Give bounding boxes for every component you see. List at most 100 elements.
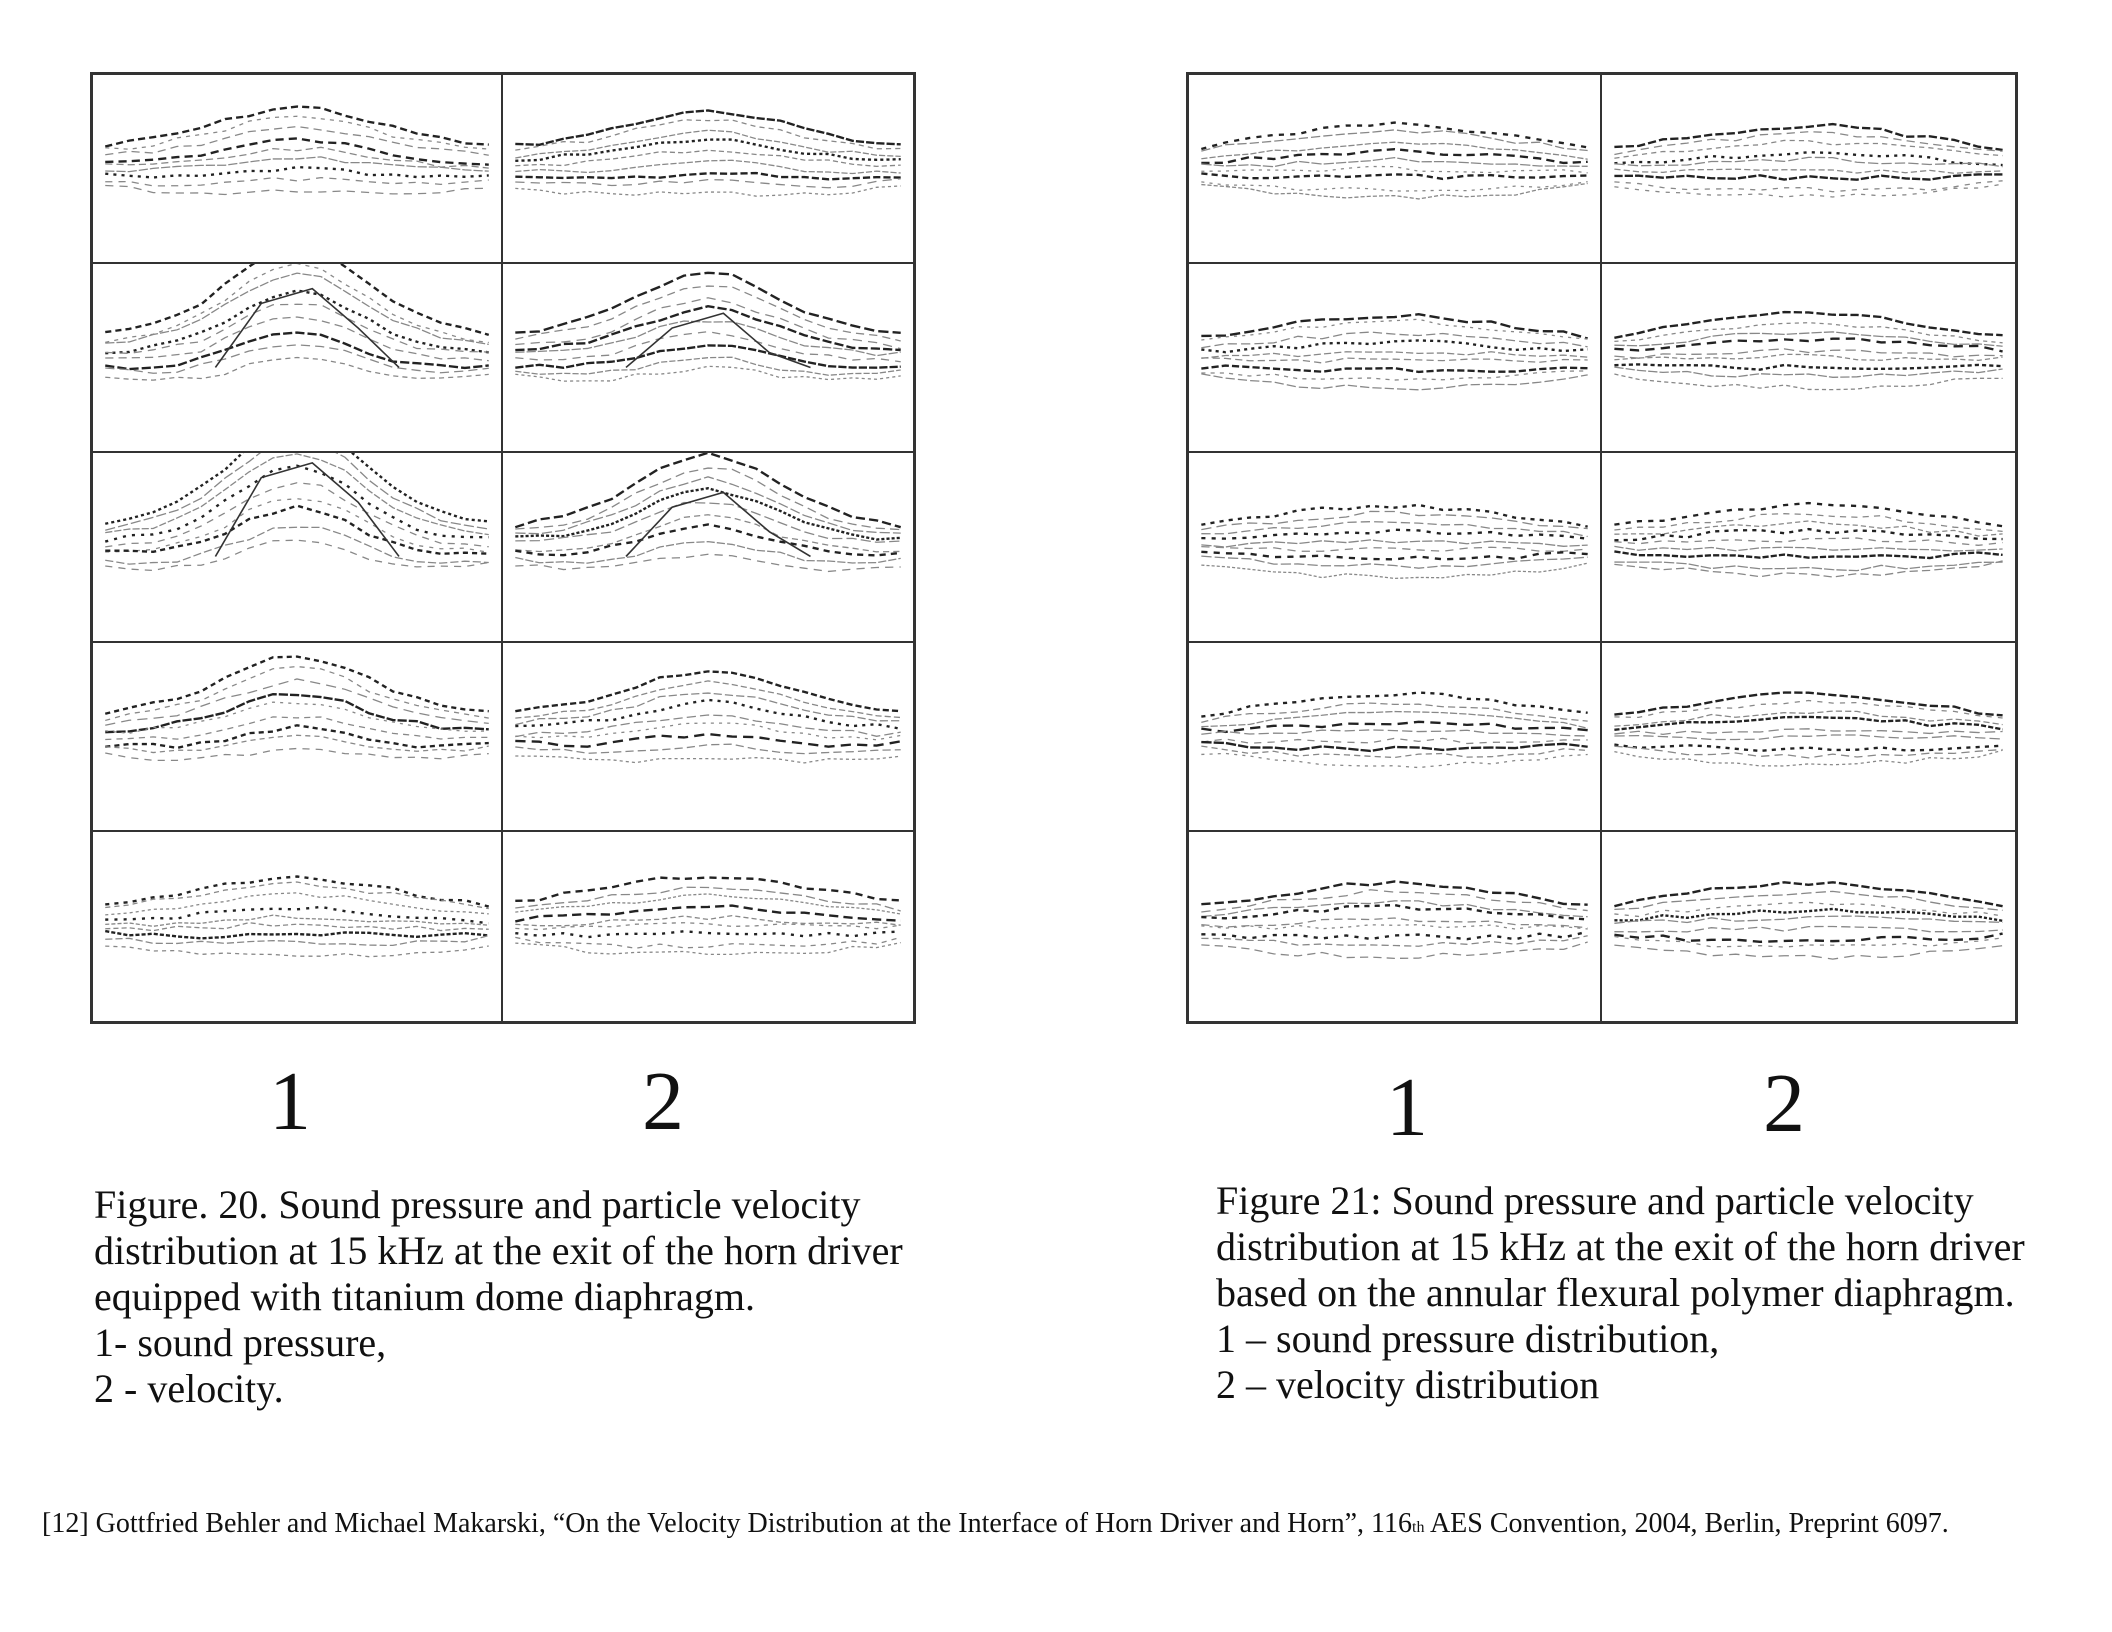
- sketch-line: [105, 498, 489, 554]
- sketch-line: [1201, 728, 1588, 737]
- plot-cell-row4-col2: [503, 643, 913, 832]
- sketch-peak-outline: [214, 287, 400, 369]
- sketch-line: [515, 541, 901, 565]
- sketch-peak-outline: [214, 462, 400, 558]
- sketch-line: [105, 264, 489, 344]
- distribution-sketch: [1614, 502, 2003, 579]
- sketch-line: [104, 655, 489, 715]
- sketch-line: [515, 722, 901, 741]
- distribution-sketch: [1614, 690, 2003, 767]
- plot-cell-row2-col1: [1189, 264, 1602, 454]
- sketch-line: [1614, 727, 2003, 735]
- sketch-line: [105, 184, 489, 196]
- sketch-line: [515, 713, 901, 737]
- distribution-sketch: [515, 271, 901, 382]
- reference-text: [12] Gottfried Behler and Michael Makars…: [42, 1508, 1413, 1539]
- sketch-line: [1614, 131, 2003, 156]
- distribution-sketch: [1201, 690, 1588, 768]
- sketch-line: [1201, 702, 1588, 723]
- sketch-line: [104, 464, 489, 544]
- distribution-sketch: [104, 453, 489, 572]
- sketch-line: [105, 453, 489, 532]
- sketch-line: [105, 701, 489, 734]
- sketch-line: [1614, 546, 2003, 553]
- figure-20-plot-grid: [90, 72, 916, 1024]
- sketch-line: [105, 875, 490, 908]
- reference-text-end: AES Convention, 2004, Berlin, Preprint 6…: [1424, 1508, 1949, 1539]
- distribution-sketch: [1614, 880, 2003, 960]
- sketch-line: [1201, 562, 1588, 580]
- sketch-line: [1201, 172, 1588, 181]
- sketch-line: [1614, 890, 2003, 911]
- caption-line: Figure 21: Sound pressure and particle v…: [1216, 1178, 1974, 1223]
- sketch-line: [515, 893, 901, 915]
- sketch-line: [1614, 363, 2003, 372]
- sketch-line: [1201, 351, 1588, 360]
- sketch-line: [515, 554, 901, 573]
- sketch-line: [1614, 932, 2003, 943]
- sketch-line: [105, 945, 489, 958]
- sketch-line: [105, 677, 489, 726]
- sketch-line: [515, 119, 901, 151]
- sketch-line: [105, 156, 489, 173]
- sketch-line: [515, 502, 901, 544]
- sketch-line: [1201, 373, 1588, 391]
- sketch-line: [105, 692, 489, 733]
- sketch-line: [1614, 715, 2003, 731]
- plot-cell-row1-col1: [93, 75, 503, 265]
- sketch-line: [1614, 173, 2003, 181]
- caption-line: Figure. 20. Sound pressure and particle …: [94, 1182, 861, 1227]
- sketch-peak-outline: [625, 312, 811, 369]
- sketch-line: [1614, 745, 2003, 759]
- sketch-line: [105, 921, 489, 932]
- sketch-line: [1614, 513, 2003, 533]
- sketch-line: [515, 929, 901, 939]
- distribution-sketch: [105, 264, 490, 381]
- sketch-line: [105, 482, 489, 548]
- sketch-line: [1201, 339, 1588, 354]
- sketch-line: [515, 344, 901, 370]
- sketch-line: [105, 539, 489, 572]
- sketch-line: [105, 303, 489, 355]
- sketch-line: [105, 453, 489, 536]
- sketch-line: [1201, 930, 1588, 941]
- sketch-line: [1201, 528, 1588, 541]
- sketch-line: [1614, 366, 2003, 379]
- sketch-line: [1614, 907, 2003, 922]
- sketch-line: [1201, 900, 1588, 918]
- sketch-line: [1201, 504, 1588, 529]
- sketch-line: [515, 285, 901, 342]
- plot-cell-row4-col2: [1602, 643, 2015, 832]
- plot-cell-row2-col2: [503, 264, 913, 454]
- sketch-line: [105, 146, 489, 169]
- distribution-sketch: [104, 655, 489, 761]
- sketch-line: [1201, 710, 1588, 729]
- sketch-line: [1201, 917, 1588, 929]
- sketch-line: [1614, 733, 2003, 740]
- sketch-line: [1614, 880, 2003, 908]
- sketch-line: [515, 743, 901, 754]
- sketch-line: [515, 297, 901, 350]
- figure-21-column-label-1: 1: [1386, 1061, 1428, 1154]
- caption-line: 1 – sound pressure distribution,: [1216, 1316, 1720, 1361]
- sketch-line: [105, 357, 489, 381]
- sketch-line: [515, 129, 901, 159]
- sketch-line: [1201, 141, 1588, 160]
- sketch-line: [1201, 521, 1588, 538]
- sketch-line: [1614, 743, 2003, 752]
- sketch-line: [1201, 745, 1588, 758]
- sketch-line: [105, 504, 489, 556]
- sketch-line: [1614, 520, 2003, 537]
- sketch-line: [105, 715, 489, 740]
- sketch-line: [105, 177, 489, 187]
- plot-cell-row3-col2: [503, 453, 913, 643]
- reference-citation: [12] Gottfried Behler and Michael Makars…: [42, 1508, 1949, 1540]
- sketch-line: [1201, 511, 1588, 531]
- sketch-line: [105, 137, 489, 166]
- sketch-line: [515, 754, 901, 764]
- sketch-line: [515, 159, 901, 175]
- plot-cell-row1-col2: [503, 75, 913, 265]
- sketch-line: [1201, 555, 1588, 570]
- sketch-line: [1201, 370, 1588, 381]
- sketch-line: [1201, 752, 1588, 768]
